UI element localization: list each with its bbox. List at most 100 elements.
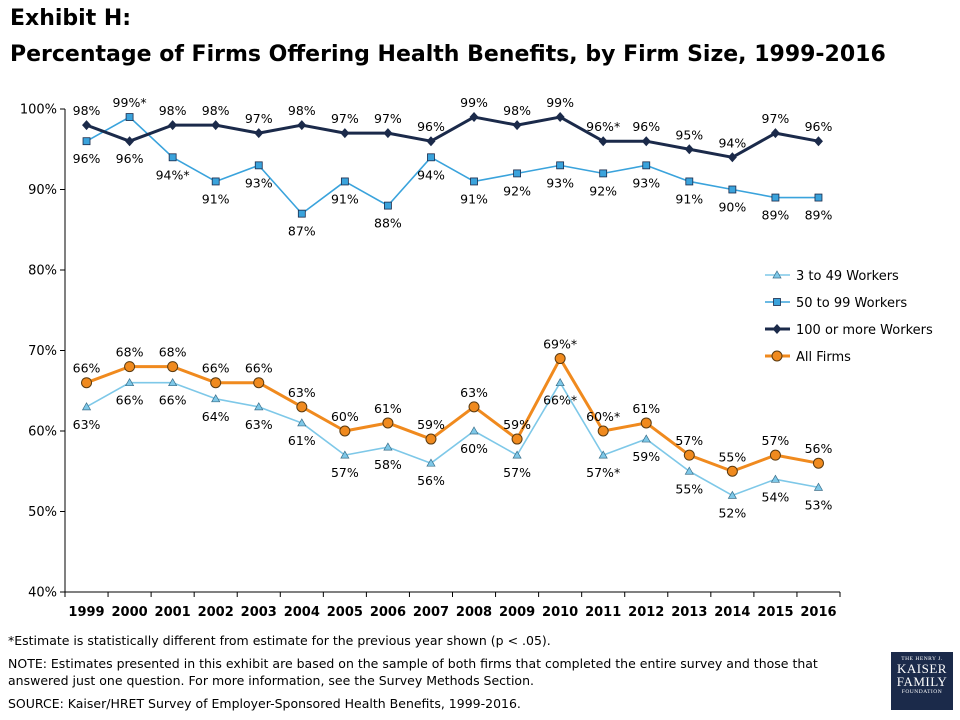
legend-swatch-marker bbox=[772, 324, 782, 334]
data-label: 59% bbox=[417, 417, 445, 432]
series-50-to-99-workers bbox=[82, 113, 823, 218]
data-label: 66% bbox=[73, 361, 101, 376]
x-tick-label: 2014 bbox=[714, 605, 750, 620]
chart-title: Percentage of Firms Offering Health Bene… bbox=[10, 42, 886, 67]
data-label: 68% bbox=[159, 345, 187, 360]
data-label: 99% bbox=[546, 95, 574, 110]
y-tick-label: 100% bbox=[20, 103, 57, 118]
data-point bbox=[81, 377, 93, 389]
data-point bbox=[383, 128, 393, 139]
data-point bbox=[513, 169, 521, 178]
data-label: 94% bbox=[417, 167, 445, 182]
data-point bbox=[770, 128, 780, 139]
x-tick-label: 2000 bbox=[111, 605, 147, 620]
data-point bbox=[297, 120, 307, 131]
data-point bbox=[812, 457, 824, 469]
data-point bbox=[597, 425, 609, 437]
logo-line-2: KAISER bbox=[897, 661, 947, 676]
axes: 40% 50% 60% 70% 80% 90% 100% 1999 2000 2001 2002 20… bbox=[20, 103, 841, 620]
data-point bbox=[814, 193, 823, 202]
data-label: 63% bbox=[245, 417, 273, 432]
data-label: 94%* bbox=[156, 167, 190, 182]
data-point bbox=[727, 152, 737, 163]
data-point bbox=[82, 137, 91, 146]
data-label: 57%* bbox=[586, 465, 620, 480]
data-point bbox=[598, 450, 608, 459]
data-label: 56% bbox=[417, 473, 445, 488]
data-point bbox=[297, 418, 307, 427]
data-point bbox=[211, 120, 221, 131]
data-label: 99%* bbox=[113, 95, 147, 110]
data-label: 63% bbox=[288, 385, 316, 400]
data-label: 90% bbox=[718, 200, 746, 215]
x-tick-label: 2004 bbox=[284, 605, 320, 620]
data-label: 55% bbox=[675, 481, 703, 496]
data-point bbox=[81, 402, 92, 411]
data-label: 99% bbox=[460, 95, 488, 110]
data-label: 97% bbox=[331, 111, 359, 126]
data-label: 59% bbox=[503, 417, 531, 432]
data-label: 56% bbox=[805, 441, 833, 456]
data-label: 97% bbox=[374, 111, 402, 126]
data-label: 96% bbox=[116, 151, 144, 166]
data-point bbox=[554, 353, 566, 365]
data-point bbox=[254, 161, 263, 170]
data-point bbox=[599, 169, 608, 178]
y-tick-label: 70% bbox=[28, 344, 57, 359]
data-point bbox=[124, 377, 135, 387]
data-point bbox=[340, 177, 349, 186]
data-point bbox=[641, 434, 651, 443]
data-label: 61% bbox=[632, 401, 660, 416]
data-label: 63% bbox=[73, 417, 101, 432]
data-label: 93% bbox=[632, 175, 660, 190]
data-label: 89% bbox=[805, 208, 833, 223]
data-label: 97% bbox=[762, 111, 790, 126]
data-point bbox=[167, 361, 179, 373]
data-label: 66% bbox=[202, 361, 230, 376]
data-point bbox=[339, 425, 351, 437]
x-tick-label: 2013 bbox=[671, 605, 707, 620]
data-label: 57% bbox=[503, 465, 531, 480]
data-point bbox=[340, 450, 350, 459]
line-chart: 40% 50% 60% 70% 80% 90% 100% 1999 2000 2001 2002 20… bbox=[20, 95, 933, 620]
data-label: 60%* bbox=[586, 409, 620, 424]
data-point bbox=[426, 458, 436, 467]
data-label: 57% bbox=[762, 433, 790, 448]
data-point bbox=[211, 177, 220, 186]
data-label: 55% bbox=[718, 449, 746, 464]
x-tick-label: 2010 bbox=[542, 605, 578, 620]
data-point bbox=[425, 433, 437, 445]
data-label: 94% bbox=[718, 135, 746, 150]
data-point bbox=[642, 161, 651, 170]
data-point bbox=[598, 136, 608, 147]
data-label: 96%* bbox=[586, 119, 620, 134]
note-text: NOTE: Estimates presented in this exhibi… bbox=[8, 656, 818, 688]
data-label: 63% bbox=[460, 385, 488, 400]
data-point bbox=[684, 466, 694, 475]
data-point bbox=[641, 136, 651, 147]
x-tick-label: 1999 bbox=[68, 605, 104, 620]
series-line bbox=[86, 357, 819, 473]
legend-label: 50 to 99 Workers bbox=[796, 296, 907, 311]
x-tick-label: 2002 bbox=[198, 605, 234, 620]
legend-item: All Firms bbox=[765, 350, 851, 365]
data-label: 58% bbox=[374, 457, 402, 472]
data-point bbox=[254, 402, 264, 411]
data-label: 66%* bbox=[543, 393, 577, 408]
data-label: 92% bbox=[589, 183, 617, 198]
data-point bbox=[124, 361, 136, 373]
data-label: 69%* bbox=[543, 337, 577, 352]
data-point bbox=[211, 394, 221, 403]
data-point bbox=[470, 177, 478, 186]
data-point bbox=[771, 193, 780, 202]
data-label: 92% bbox=[503, 183, 531, 198]
data-label: 66% bbox=[159, 393, 187, 408]
data-label: 98% bbox=[288, 103, 316, 118]
data-point bbox=[512, 120, 522, 131]
legend-swatch-marker bbox=[771, 350, 783, 362]
exhibit-label: Exhibit H: bbox=[10, 6, 132, 31]
data-point bbox=[555, 112, 565, 123]
data-point bbox=[254, 128, 264, 139]
x-tick-label: 2016 bbox=[800, 605, 836, 620]
data-point bbox=[813, 482, 824, 491]
